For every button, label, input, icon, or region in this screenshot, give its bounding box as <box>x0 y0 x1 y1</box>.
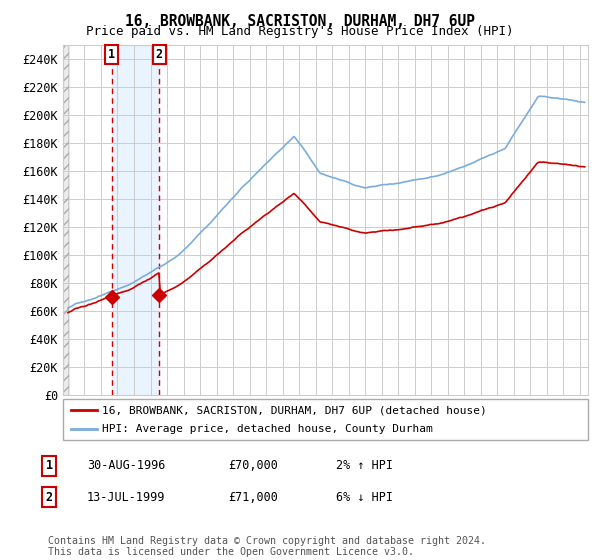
Text: 30-AUG-1996: 30-AUG-1996 <box>87 459 166 473</box>
Text: 1: 1 <box>109 48 115 61</box>
Bar <box>112 45 160 395</box>
Text: £71,000: £71,000 <box>228 491 278 504</box>
Text: 2% ↑ HPI: 2% ↑ HPI <box>336 459 393 473</box>
Text: £70,000: £70,000 <box>228 459 278 473</box>
Bar <box>63 45 69 395</box>
Text: 16, BROWBANK, SACRISTON, DURHAM, DH7 6UP (detached house): 16, BROWBANK, SACRISTON, DURHAM, DH7 6UP… <box>103 405 487 415</box>
Text: 2: 2 <box>156 48 163 61</box>
Text: HPI: Average price, detached house, County Durham: HPI: Average price, detached house, Coun… <box>103 424 433 433</box>
Text: 2: 2 <box>46 491 53 504</box>
Text: 6% ↓ HPI: 6% ↓ HPI <box>336 491 393 504</box>
Text: 16, BROWBANK, SACRISTON, DURHAM, DH7 6UP: 16, BROWBANK, SACRISTON, DURHAM, DH7 6UP <box>125 14 475 29</box>
Text: Price paid vs. HM Land Registry's House Price Index (HPI): Price paid vs. HM Land Registry's House … <box>86 25 514 38</box>
Text: 1: 1 <box>46 459 53 473</box>
Bar <box>63 45 69 395</box>
Text: Contains HM Land Registry data © Crown copyright and database right 2024.
This d: Contains HM Land Registry data © Crown c… <box>48 535 486 557</box>
Text: 13-JUL-1999: 13-JUL-1999 <box>87 491 166 504</box>
